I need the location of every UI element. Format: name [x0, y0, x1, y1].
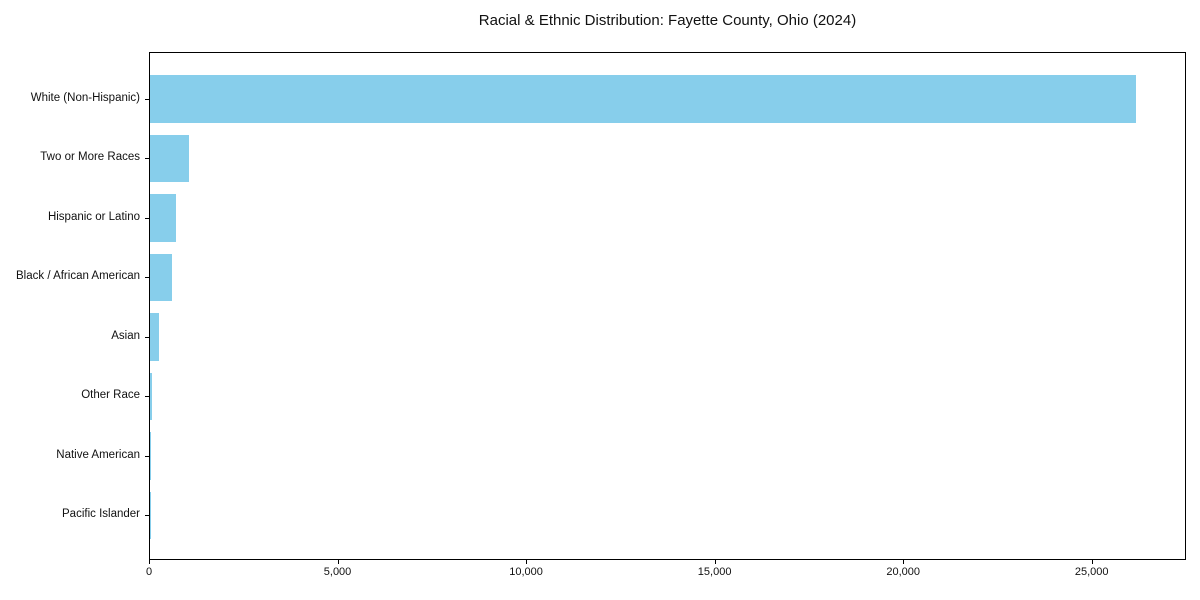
bar-hispanic-or-latino: [150, 194, 177, 242]
chart-title: Racial & Ethnic Distribution: Fayette Co…: [478, 12, 857, 29]
x-tick-label-25-000: 25,000: [1074, 566, 1109, 578]
bar-row-pacific-islander: [145, 486, 1185, 546]
bar-row-native-american: [145, 426, 1185, 486]
bar-white-non-hispanic: [150, 75, 1137, 123]
y-tick-mark: [145, 217, 149, 219]
bar-row-black-african-american: [145, 248, 1185, 308]
bar-rows: [145, 53, 1185, 559]
bar-row-other-race: [145, 367, 1185, 427]
plot-area: [145, 52, 1186, 560]
y-tick-mark: [145, 336, 149, 338]
x-tick-mark: [1091, 560, 1093, 564]
y-tick-label-other-race: Other Race: [81, 389, 140, 402]
x-tick-mark: [903, 560, 905, 564]
x-tick-mark: [337, 560, 339, 564]
x-tick-label-20-000: 20,000: [886, 566, 920, 578]
y-axis-labels: White (Non-Hispanic) Two or More Races His…: [0, 68, 140, 544]
bar-row-asian: [145, 307, 1185, 367]
bar-row-two-or-more-races: [145, 129, 1185, 189]
bar-row-hispanic-or-latino: [145, 188, 1185, 248]
x-tick-label-0: 0: [145, 566, 153, 578]
x-tick-mark: [714, 560, 716, 564]
y-tick-mark: [145, 98, 149, 100]
y-tick-label-black-african-american: Black / African American: [16, 270, 140, 283]
x-tick-label-15-000: 15,000: [697, 566, 732, 578]
y-tick-mark: [145, 396, 149, 397]
y-tick-mark: [145, 515, 149, 516]
bar-other-race: [150, 372, 152, 420]
y-tick-label-two-or-more-races: Two or More Races: [40, 151, 140, 164]
y-tick-label-white-non-hispanic: White (Non-Hispanic): [30, 91, 140, 104]
x-tick-label-5-000: 5,000: [323, 566, 352, 578]
bar-two-or-more-races: [150, 134, 190, 182]
x-tick-mark: [526, 560, 528, 564]
bar-asian: [150, 313, 160, 361]
bar-native-american: [150, 432, 151, 480]
y-tick-mark: [145, 277, 149, 278]
bar-row-white-non-hispanic: [145, 69, 1185, 129]
y-tick-label-hispanic-or-latino: Hispanic or Latino: [47, 210, 140, 223]
bar-black-african-american: [150, 253, 172, 301]
y-tick-label-pacific-islander: Pacific Islander: [62, 508, 140, 521]
x-tick-mark: [149, 560, 150, 564]
y-tick-label-asian: Asian: [111, 329, 140, 342]
y-tick-mark: [145, 158, 149, 159]
y-tick-mark: [145, 455, 149, 457]
y-tick-label-native-american: Native American: [56, 448, 140, 461]
x-tick-label-10-000: 10,000: [509, 566, 543, 578]
